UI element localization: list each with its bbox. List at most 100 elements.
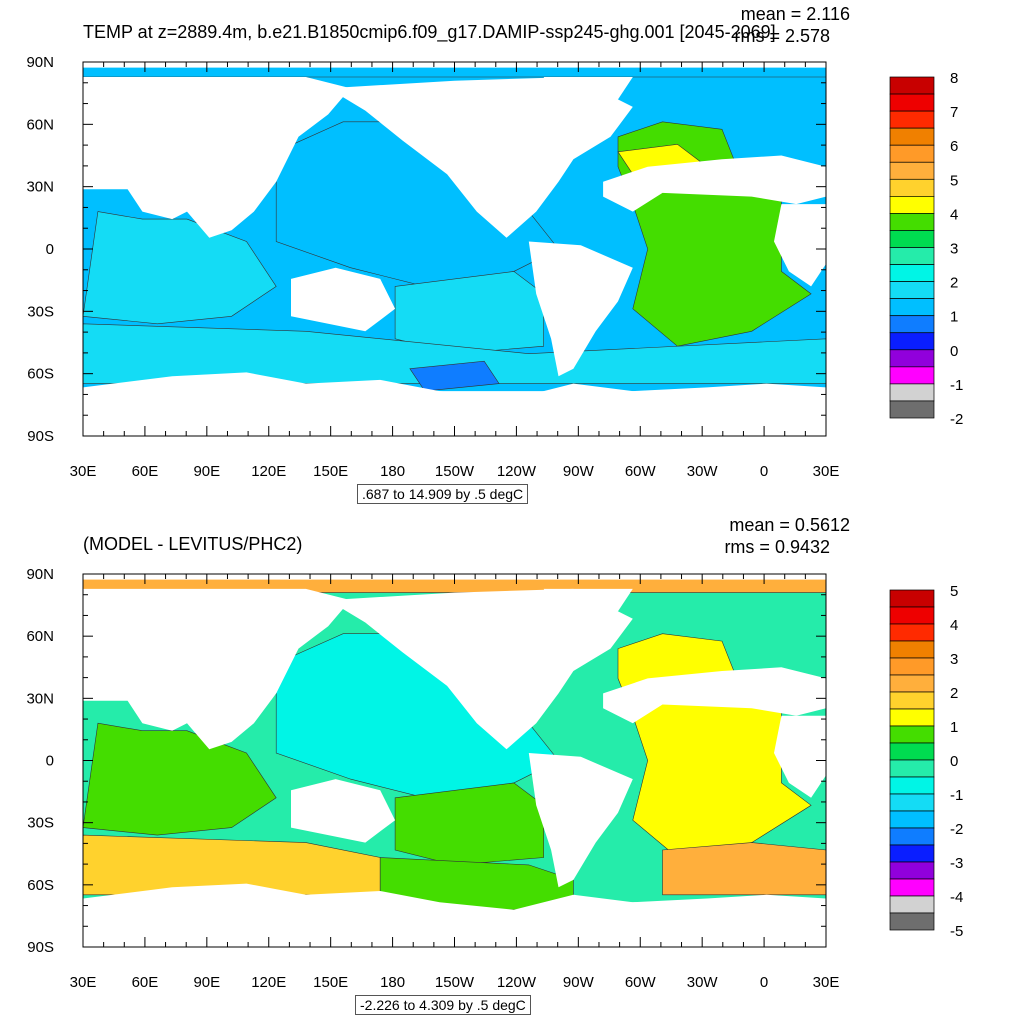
- y-tick-label: 60S: [27, 877, 54, 894]
- colorbar-label: 8: [950, 70, 958, 87]
- x-tick-label: 180: [380, 974, 405, 991]
- x-tick-label: 150W: [435, 974, 475, 991]
- colorbar-swatch: [889, 315, 935, 334]
- patch-indian-ocean: [82, 722, 277, 836]
- colorbar-swatch: [889, 213, 935, 231]
- colorbar-swatch: [889, 827, 935, 846]
- colorbar-label: -5: [950, 923, 963, 940]
- colorbar-label: -3: [950, 855, 963, 872]
- colorbar-label: -2: [950, 411, 963, 428]
- colorbar-swatch: [889, 691, 935, 710]
- colorbar-swatch: [889, 708, 935, 727]
- colorbar-swatch: [889, 127, 935, 146]
- colorbar-label: 0: [950, 753, 958, 770]
- colorbar-swatch: [889, 298, 935, 317]
- x-tick-label: 0: [760, 463, 768, 480]
- plot-title: TEMP at z=2889.4m, b.e21.B1850cmip6.f09_…: [83, 22, 776, 43]
- y-tick-label: 90S: [27, 428, 54, 445]
- land-eurasia-africa: [83, 588, 351, 750]
- y-tick-label: 0: [46, 753, 54, 770]
- y-tick-label: 30N: [26, 690, 54, 707]
- colorbar-swatch: [889, 606, 935, 625]
- panel-top: 30E 60E 90E 120E 150E 180 150W 120W 90W 60W 30W 0 30…: [26, 4, 963, 480]
- x-tick-label: 30E: [813, 463, 840, 480]
- colorbar-swatch: [889, 196, 935, 214]
- x-tick-label: 60E: [132, 974, 159, 991]
- land-eurasia-africa: [83, 77, 351, 238]
- land-antarctica: [83, 883, 826, 947]
- colorbar-label: -1: [950, 377, 963, 394]
- colorbar-swatch: [889, 400, 935, 419]
- colorbar-label: 3: [950, 241, 958, 258]
- patch-ross-sea: [409, 360, 500, 392]
- colorbar-swatch: [889, 912, 935, 931]
- y-tick-label: 30S: [27, 303, 54, 320]
- colorbar-swatch: [889, 161, 935, 180]
- rms-stat: rms = 2.578: [734, 26, 830, 46]
- y-tick-label: 60S: [27, 366, 54, 383]
- rms-stat: rms = 0.9432: [724, 537, 830, 557]
- land-north-africa: [603, 155, 826, 212]
- patch-indian-ocean: [82, 211, 277, 325]
- y-tick-label: 60N: [26, 628, 54, 645]
- x-tick-label: 120W: [497, 463, 537, 480]
- x-tick-label: 120E: [251, 463, 286, 480]
- mean-stat: mean = 2.116: [741, 4, 850, 24]
- colorbar-swatch: [889, 332, 935, 351]
- land-south-america: [528, 241, 633, 377]
- colorbar-label: 2: [950, 275, 958, 292]
- colorbar-swatch: [889, 810, 935, 829]
- colorbar-swatch: [889, 110, 935, 129]
- colorbar-label: 4: [950, 617, 958, 634]
- colorbar-swatch: [889, 674, 935, 693]
- colorbar-label: 0: [950, 343, 958, 360]
- colorbar-swatch: [889, 861, 935, 880]
- colorbar-swatch: [889, 264, 935, 282]
- land-africa: [774, 204, 826, 287]
- colorbar-swatch: [889, 640, 935, 659]
- x-tick-label: 150E: [313, 463, 348, 480]
- land-australia: [291, 779, 396, 843]
- colorbar-swatch: [889, 247, 935, 265]
- y-tick-label: 30N: [26, 179, 54, 196]
- x-tick-label: 90E: [193, 463, 220, 480]
- panel-bottom: 30E 60E 90E 120E 150E 180 150W 120W 90W 60W 30W 0 30…: [26, 515, 963, 991]
- colorbar-label: -4: [950, 889, 963, 906]
- land-north-america: [328, 588, 633, 750]
- land-australia: [291, 267, 396, 332]
- land-greenland: [543, 588, 633, 619]
- x-tick-label: 90W: [563, 974, 595, 991]
- contour-info-top: .687 to 14.909 by .5 degC: [357, 484, 529, 504]
- x-tick-label: 60E: [132, 463, 159, 480]
- land-south-america: [528, 753, 633, 888]
- x-tick-label: 30W: [687, 463, 719, 480]
- colorbar-label: 5: [950, 172, 958, 189]
- y-tick-label: 30S: [27, 815, 54, 832]
- x-tick-label: 90W: [563, 463, 595, 480]
- land-north-africa: [603, 667, 826, 724]
- patch-south-pacific: [394, 782, 545, 866]
- x-tick-label: 150E: [313, 974, 348, 991]
- colorbar-label: -1: [950, 787, 963, 804]
- patch-south-pacific: [394, 271, 545, 355]
- land-antarctica: [83, 372, 826, 436]
- colorbar-swatch: [889, 178, 935, 197]
- x-tick-label: 30W: [687, 974, 719, 991]
- patch-south-atlantic: [662, 842, 827, 896]
- colorbar-swatch: [889, 230, 935, 248]
- x-tick-label: 150W: [435, 463, 475, 480]
- colorbar-swatch: [889, 895, 935, 914]
- colorbar-label: 4: [950, 206, 958, 223]
- colorbar-swatch: [889, 349, 935, 368]
- colorbar-label: 3: [950, 651, 958, 668]
- x-tick-label: 120E: [251, 974, 286, 991]
- colorbar-swatch: [889, 623, 935, 642]
- colorbar-swatch: [889, 793, 935, 812]
- colorbar-label: 2: [950, 685, 958, 702]
- colorbar-label: 7: [950, 104, 958, 121]
- contour-info-bottom: -2.226 to 4.309 by .5 degC: [355, 995, 531, 1015]
- x-tick-label: 30E: [70, 463, 97, 480]
- colorbar-swatch: [889, 759, 935, 778]
- colorbar-swatch: [889, 657, 935, 676]
